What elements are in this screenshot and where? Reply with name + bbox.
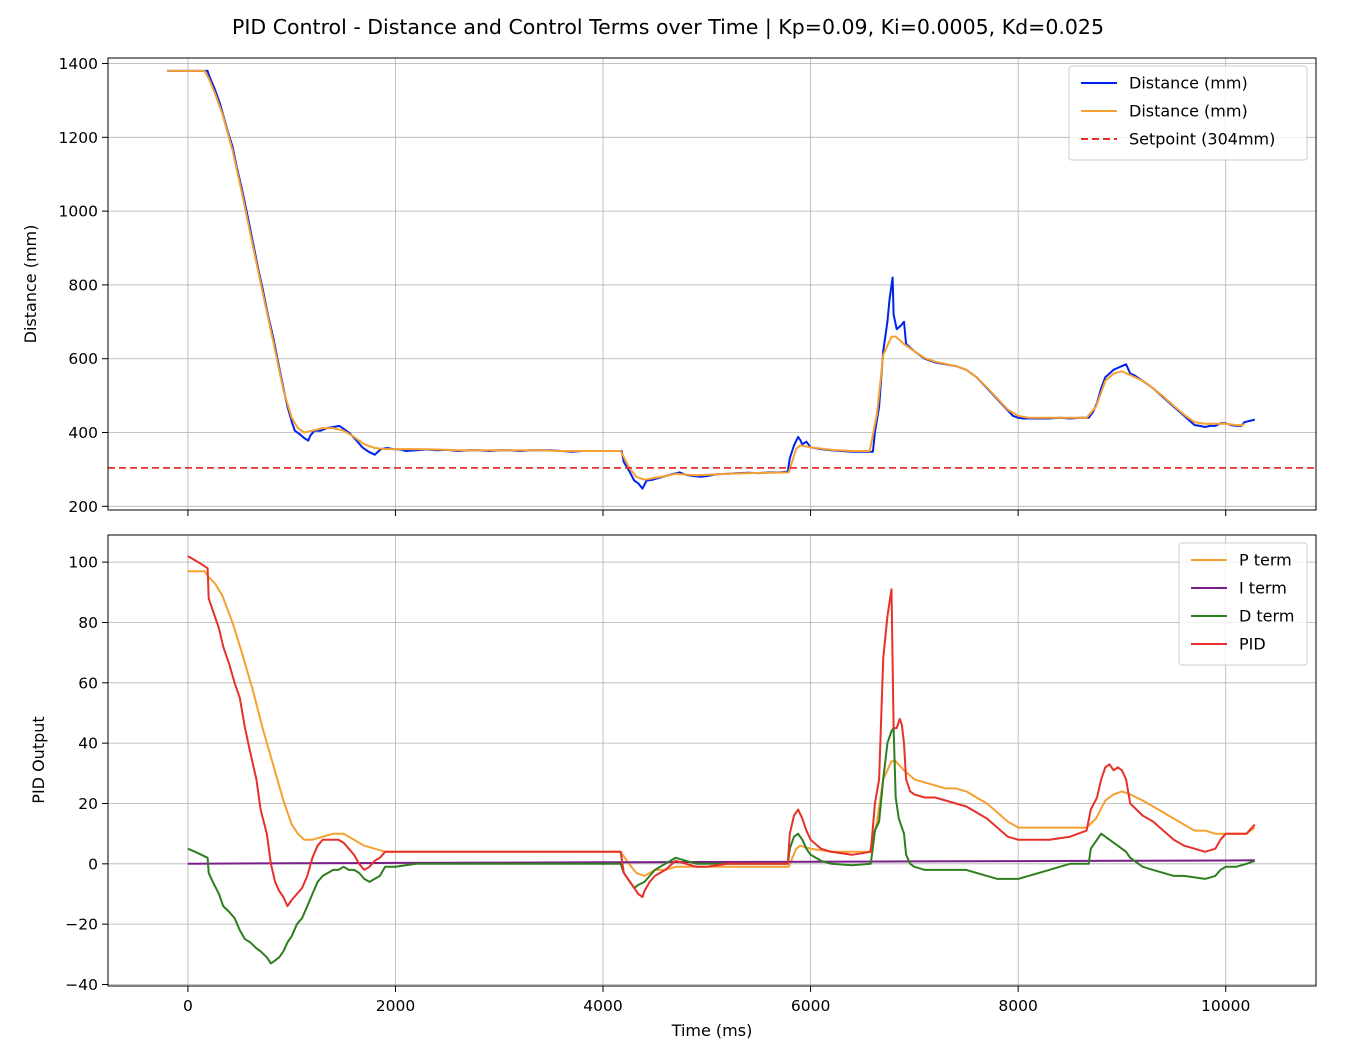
distance-legend-box — [1068, 65, 1308, 161]
distance-y-tick-label: 1200 — [59, 129, 98, 147]
pid-series-0 — [187, 570, 1256, 877]
distance-y-tick-label: 1000 — [59, 203, 98, 221]
pid-y-tick-label: 80 — [78, 614, 98, 632]
pid-lines — [187, 555, 1256, 965]
pid-series-2 — [187, 727, 1256, 965]
pid-x-tick-label: 6000 — [791, 997, 830, 1015]
pid-legend-label: D term — [1239, 607, 1294, 626]
distance-legend-label: Distance (mm) — [1129, 102, 1248, 121]
pid-legend-label: I term — [1239, 579, 1287, 598]
pid-y-tick-label: −40 — [65, 976, 98, 994]
pid-y-tick-label: 0 — [88, 855, 98, 873]
pid-grid — [108, 535, 1316, 986]
distance-y-tick-label: 600 — [68, 350, 98, 368]
pid-panel: 0 2000 4000 6000 8000 10000 −40 −20 0 20 40 60 80 100… — [29, 534, 1317, 1040]
pid-y-tick-label: 20 — [78, 795, 98, 813]
distance-legend: Distance (mm) Distance (mm) Setpoint (304m… — [1068, 65, 1308, 161]
distance-y-tick-label: 200 — [68, 498, 98, 516]
pid-legend: P term I term D term PID — [1178, 542, 1308, 666]
distance-axes-frame — [107, 57, 1317, 511]
distance-legend-label: Setpoint (304mm) — [1129, 130, 1275, 149]
distance-ticks: 200 400 600 800 1000 1200 1400 — [59, 55, 1227, 516]
distance-y-tick-label: 1400 — [59, 55, 98, 73]
pid-legend-box — [1178, 542, 1308, 666]
pid-x-tick-label: 4000 — [583, 997, 622, 1015]
pid-y-tick-label: 60 — [78, 674, 98, 692]
pid-y-tick-label: −20 — [65, 916, 98, 934]
pid-y-axis-label: PID Output — [29, 716, 48, 803]
distance-legend-label: Distance (mm) — [1129, 74, 1248, 93]
x-axis-label: Time (ms) — [671, 1021, 753, 1040]
distance-series-1 — [167, 69, 1245, 481]
pid-x-tick-label: 0 — [183, 997, 193, 1015]
pid-legend-label: P term — [1239, 551, 1292, 570]
pid-x-tick-label: 2000 — [376, 997, 415, 1015]
distance-lines — [108, 69, 1316, 490]
distance-y-axis-label: Distance (mm) — [21, 225, 40, 344]
pid-axes-frame — [107, 534, 1317, 987]
pid-x-tick-label: 10000 — [1201, 997, 1250, 1015]
pid-legend-label: PID — [1239, 635, 1266, 654]
pid-x-tick-label: 8000 — [998, 997, 1037, 1015]
pid-y-tick-label: 40 — [78, 735, 98, 753]
distance-panel: 200 400 600 800 1000 1200 1400 Distance (mm) D… — [21, 55, 1317, 516]
pid-series-3 — [187, 555, 1256, 908]
pid-series-1 — [187, 859, 1255, 865]
distance-y-tick-label: 800 — [68, 276, 98, 294]
pid-y-tick-label: 100 — [68, 554, 98, 572]
distance-y-tick-label: 400 — [68, 424, 98, 442]
figure-title: PID Control - Distance and Control Terms… — [232, 15, 1104, 40]
pid-ticks: 0 2000 4000 6000 8000 10000 −40 −20 0 20 40 60 80 100 — [65, 554, 1250, 1015]
